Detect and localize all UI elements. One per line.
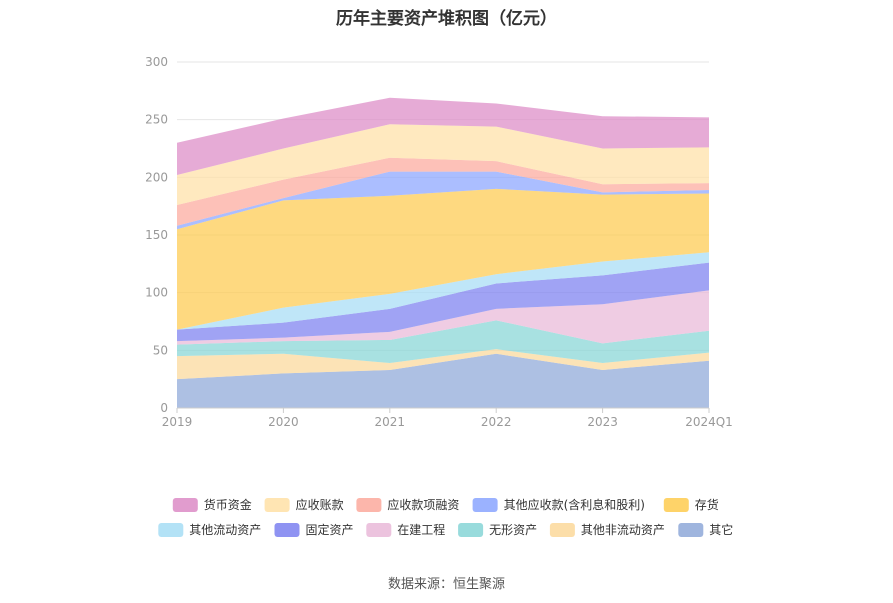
- legend-swatch: [158, 523, 184, 537]
- y-tick-label: 50: [153, 343, 168, 357]
- x-tick-label: 2023: [587, 415, 618, 429]
- legend-swatch: [678, 523, 704, 537]
- legend-label: 其他非流动资产: [581, 523, 665, 537]
- area-其他应收款(含利息和股利): [177, 171, 709, 230]
- x-tick-label: 2019: [162, 415, 193, 429]
- legend-label: 其他流动资产: [189, 523, 261, 537]
- legend-swatch: [472, 498, 498, 512]
- y-tick-label: 300: [145, 55, 168, 69]
- legend-swatch: [274, 523, 300, 537]
- legend-label: 固定资产: [306, 522, 354, 537]
- legend-swatch: [264, 498, 290, 512]
- x-tick-label: 2020: [268, 415, 299, 429]
- chart-title: 历年主要资产堆积图（亿元）: [336, 9, 557, 29]
- legend-label: 应收款项融资: [387, 497, 459, 512]
- x-tick-label: 2024Q1: [685, 415, 733, 429]
- area-应收款项融资: [177, 157, 709, 226]
- y-tick-label: 150: [145, 228, 168, 242]
- legend-swatch: [663, 498, 689, 512]
- area-货币资金: [177, 97, 709, 176]
- area-在建工程: [177, 290, 709, 345]
- y-tick-label: 200: [145, 170, 168, 184]
- axes: 0 50 100 150 200 250 300 2019 2020 2021 2022 2023 20…: [145, 55, 733, 429]
- area-其他流动资产: [177, 252, 709, 330]
- legend-swatch: [172, 498, 198, 512]
- area-应收账款: [177, 124, 709, 206]
- area-无形资产: [177, 320, 709, 364]
- y-tick-label: 0: [160, 401, 168, 415]
- area-固定资产: [177, 262, 709, 342]
- data-source: 数据来源：恒生聚源: [387, 577, 505, 592]
- area-其它: [177, 353, 709, 408]
- y-tick-label: 250: [145, 113, 168, 127]
- area-series: [177, 97, 709, 408]
- area-存货: [177, 188, 709, 330]
- legend-swatch: [549, 523, 575, 537]
- legend-swatch: [356, 498, 382, 512]
- x-tick-label: 2022: [481, 415, 512, 429]
- legend-label: 其他应收款(含利息和股利): [504, 497, 645, 512]
- legend-label: 存货: [695, 497, 719, 512]
- legend-label: 其它: [709, 522, 733, 537]
- legend-swatch: [366, 523, 392, 537]
- legend-swatch: [458, 523, 484, 537]
- legend-label: 在建工程: [397, 522, 445, 537]
- legend-label: 应收账款: [296, 497, 344, 512]
- area-其他非流动资产: [177, 349, 709, 380]
- y-tick-label: 100: [145, 286, 168, 300]
- legend-label: 货币资金: [204, 497, 252, 512]
- x-tick-label: 2021: [375, 415, 406, 429]
- legend-label: 无形资产: [489, 523, 537, 537]
